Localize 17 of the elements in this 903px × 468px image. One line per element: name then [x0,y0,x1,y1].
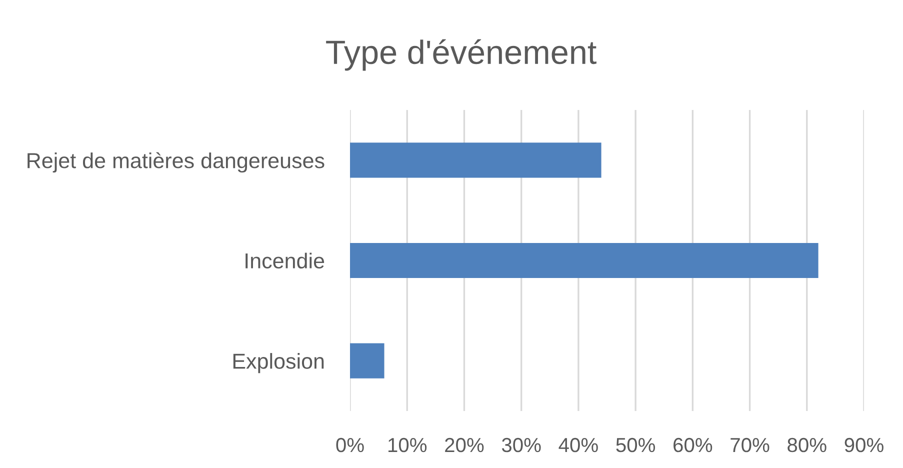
x-tick-label: 50% [616,438,655,452]
chart-title: Type d'événement [326,39,596,71]
x-tick-label: 80% [788,438,826,452]
bar [350,343,384,378]
x-tick-label: 30% [502,438,541,452]
x-tick-label: 10% [388,438,427,452]
x-tick-label: 20% [445,438,484,452]
y-tick-label: Rejet de matières dangereuses [28,152,324,173]
x-tick-label: 60% [674,438,712,452]
x-tick-label: 40% [558,438,598,452]
bar [350,242,818,278]
x-tick-label: 90% [844,438,884,452]
y-tick-label: Incendie [246,252,324,269]
bar [350,142,602,178]
x-tick-label: 70% [730,438,770,452]
y-tick-label: Explosion [233,353,324,374]
x-tick-label: 0% [336,438,364,452]
